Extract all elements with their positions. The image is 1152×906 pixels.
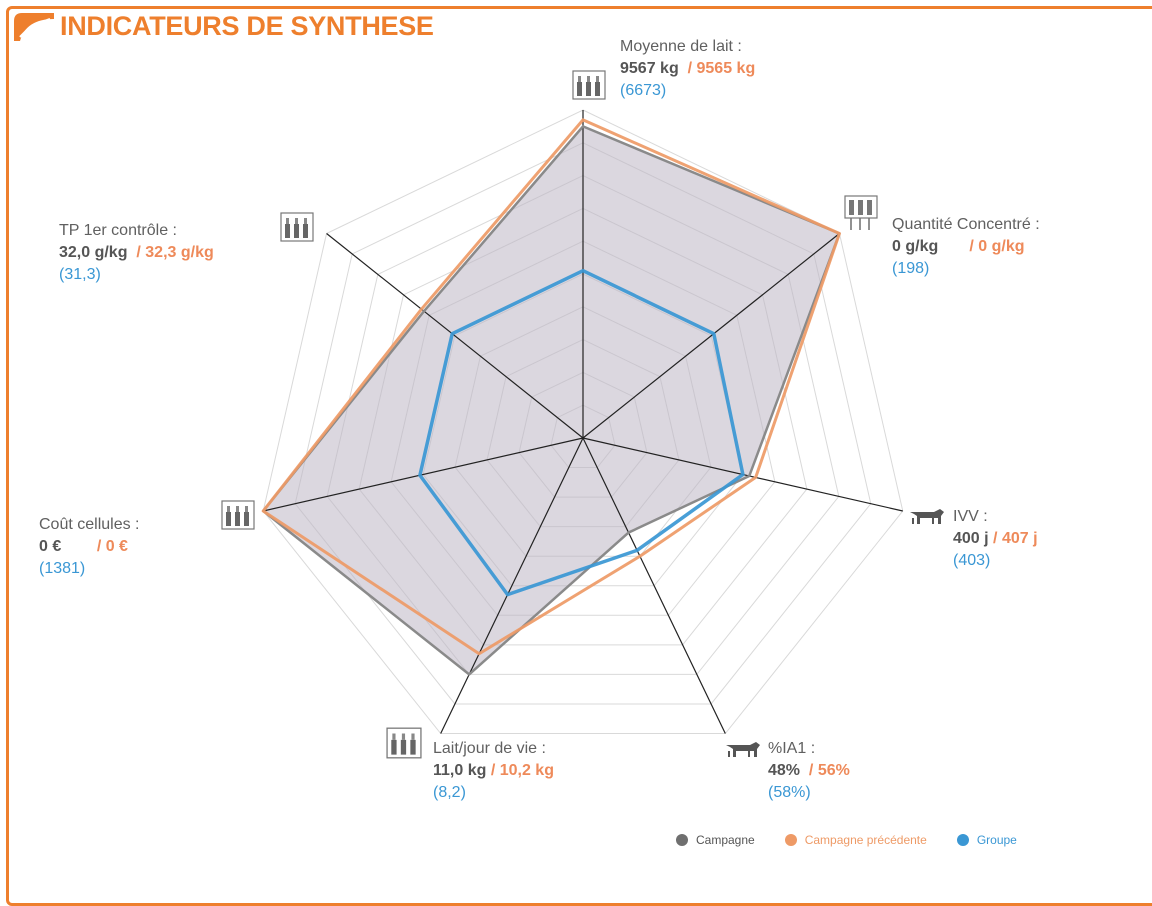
value-current: 0 g/kg — [892, 238, 939, 255]
axis-name: Coût cellules : — [39, 516, 140, 533]
bottles-icon — [280, 212, 314, 242]
axis-name: %IA1 : — [768, 740, 816, 757]
axis-line — [440, 437, 584, 734]
axis-line — [582, 437, 726, 734]
legend-label: Groupe — [976, 833, 1017, 847]
value-previous: / 56% — [808, 762, 850, 779]
value-current: 9567 kg — [620, 60, 679, 77]
feed-silo-icon — [844, 195, 878, 230]
chart-logo-icon — [14, 13, 54, 41]
bottles-icon — [386, 727, 422, 759]
value-group: (6673) — [620, 82, 667, 99]
legend-item-campagne: Campagne — [676, 833, 755, 847]
value-group: (198) — [892, 260, 930, 277]
value-current: 0 € — [39, 538, 62, 555]
legend-dot-groupe — [956, 834, 969, 846]
axis-label-tp-1er-controle: TP 1er contrôle : 32,0 g/kg / 32,3 g/kg … — [59, 220, 214, 286]
bottles-icon — [221, 500, 255, 530]
axis-line — [582, 233, 840, 439]
legend-dot-campagne — [676, 834, 688, 846]
series-campagne-precedente — [261, 118, 841, 656]
series-campagne-area — [263, 126, 840, 675]
axis-line — [326, 233, 584, 439]
axis-label-moyenne-lait: Moyenne de lait : 9567 kg / 9565 kg (667… — [620, 36, 755, 102]
value-group: (8,2) — [433, 784, 466, 801]
axis-name: IVV : — [953, 508, 988, 525]
axis-label-cout-cellules: Coût cellules : 0 € / 0 € (1381) — [39, 514, 140, 580]
axis-name: TP 1er contrôle : — [59, 222, 177, 239]
value-previous: / 10,2 kg — [490, 762, 554, 779]
page-title: INDICATEURS DE SYNTHESE — [60, 10, 434, 41]
legend-dot-precedente — [784, 834, 797, 846]
value-previous: / 9565 kg — [687, 60, 756, 77]
legend-item-groupe: Groupe — [956, 833, 1017, 847]
axis-name: Lait/jour de vie : — [433, 740, 546, 757]
axis-label-ivv: IVV : 400 j / 407 j (403) — [953, 506, 1038, 572]
value-current: 11,0 kg — [433, 762, 487, 779]
value-previous: / 0 g/kg — [969, 238, 1025, 255]
legend-label: Campagne précédente — [804, 833, 927, 847]
cow-icon — [726, 742, 760, 757]
axis-name: Moyenne de lait : — [620, 38, 742, 55]
chart-legend: Campagne Campagne précédente Groupe — [676, 833, 1047, 847]
axis-name: Quantité Concentré : — [892, 216, 1040, 233]
radar-chart — [261, 109, 904, 735]
value-group: (58%) — [768, 784, 811, 801]
legend-item-campagne-precedente: Campagne précédente — [784, 833, 927, 847]
header: INDICATEURS DE SYNTHESE — [8, 6, 434, 46]
axis-label-quantite-concentre: Quantité Concentré : 0 g/kg / 0 g/kg (19… — [892, 214, 1040, 280]
axis-label-ia1: %IA1 : 48% / 56% (58%) — [768, 738, 850, 804]
value-previous: / 407 j — [993, 530, 1038, 547]
series-groupe — [418, 268, 745, 597]
axis-line — [263, 437, 584, 512]
grid-ring — [262, 109, 904, 735]
cow-icon — [910, 509, 944, 524]
value-current: 400 j — [953, 530, 989, 547]
value-previous: / 32,3 g/kg — [136, 244, 214, 261]
value-group: (31,3) — [59, 266, 101, 283]
bottles-icon — [572, 70, 606, 100]
value-previous: / 0 € — [96, 538, 128, 555]
value-current: 32,0 g/kg — [59, 244, 128, 261]
axis-label-lait-jour-vie: Lait/jour de vie : 11,0 kg / 10,2 kg (8,… — [433, 738, 554, 804]
legend-label: Campagne — [696, 833, 755, 847]
grid-ring — [294, 142, 872, 705]
value-group: (1381) — [39, 560, 86, 577]
value-current: 48% — [768, 762, 801, 779]
value-group: (403) — [953, 552, 991, 569]
